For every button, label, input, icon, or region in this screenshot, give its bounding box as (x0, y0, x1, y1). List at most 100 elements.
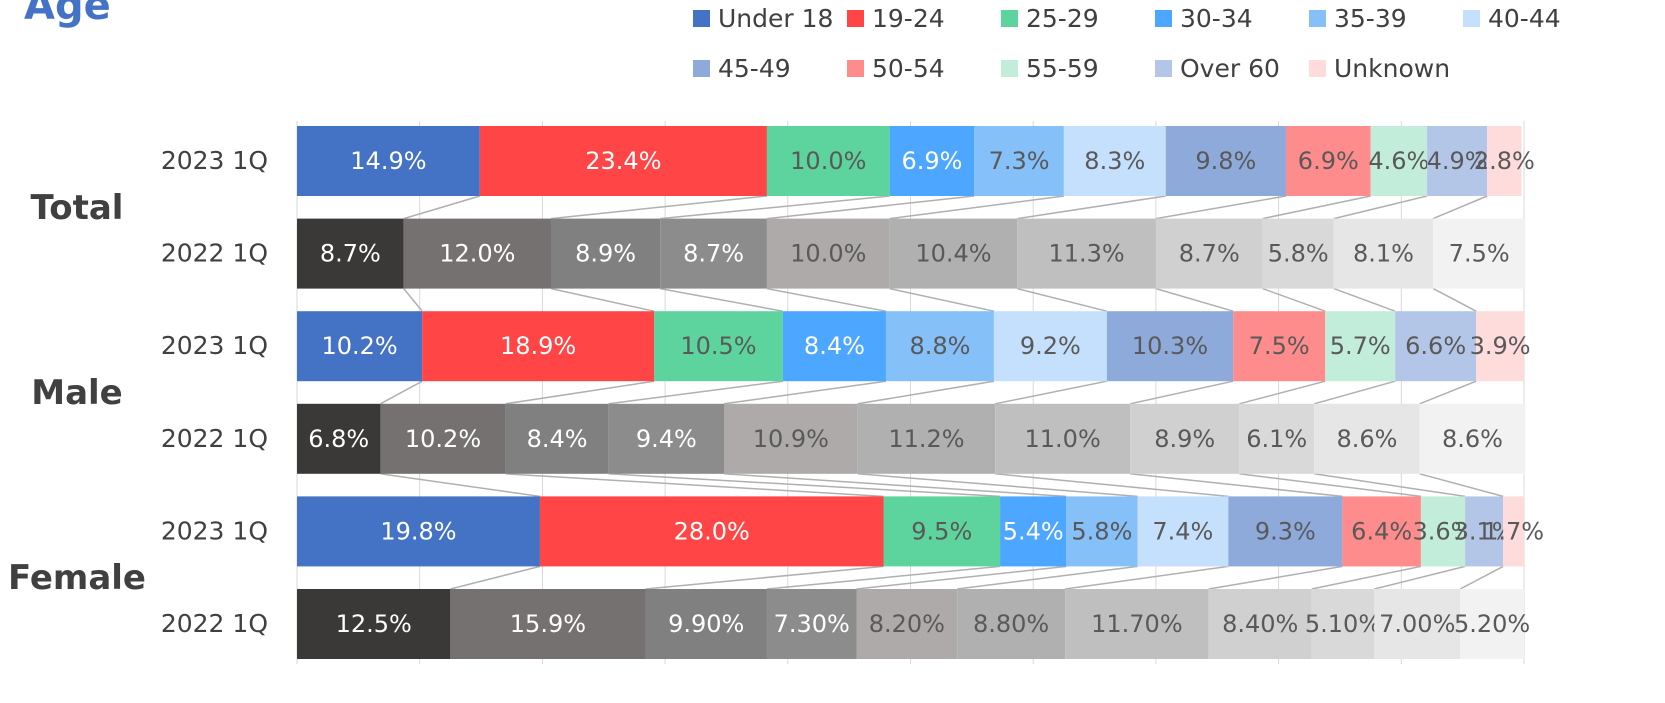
legend-label: 50-54 (872, 54, 945, 83)
bar-segment (1285, 126, 1371, 196)
connector (608, 473, 1001, 498)
value-label: 6.4% (1351, 517, 1412, 545)
connector (1017, 287, 1108, 312)
bar-segment (645, 589, 767, 659)
bar-segment (479, 126, 767, 196)
connector (1311, 565, 1422, 590)
bar-segment (422, 311, 655, 382)
value-label: 5.10% (1305, 610, 1381, 638)
value-label: 10.0% (790, 147, 866, 175)
value-label: 2.8% (1474, 147, 1535, 175)
value-label: 8.8% (909, 332, 970, 360)
legend-swatch (1309, 60, 1326, 77)
connector (660, 287, 784, 312)
connector (1130, 473, 1343, 498)
connector (1333, 195, 1428, 220)
value-label: 8.1% (1353, 240, 1414, 268)
legend-label: 25-29 (1026, 4, 1099, 33)
bar-segment (297, 311, 423, 382)
legend-swatch (1155, 60, 1172, 77)
bar-segment (1433, 218, 1526, 289)
connector (1419, 473, 1504, 498)
bar-segment (974, 126, 1064, 196)
bar-segment (380, 403, 506, 474)
value-label: 10.3% (1132, 332, 1208, 360)
value-label: 9.4% (636, 425, 697, 453)
bar-segment (1503, 496, 1524, 567)
bar-segment (608, 403, 724, 474)
value-label: 8.6% (1442, 425, 1503, 453)
bar-segment (1374, 589, 1461, 659)
connector (645, 565, 884, 590)
legend-swatch (1309, 10, 1326, 27)
value-label: 8.40% (1222, 610, 1298, 638)
bar-segment (1000, 496, 1067, 567)
legend-label: 19-24 (872, 4, 945, 33)
bar-segment (505, 403, 609, 474)
connector (766, 195, 975, 220)
connector (450, 565, 541, 590)
legend-label: Under 18 (718, 4, 833, 33)
bar-segment (1155, 218, 1263, 289)
connector (380, 473, 541, 498)
connector (1155, 195, 1287, 220)
connector (608, 380, 783, 405)
value-label: 5.8% (1268, 240, 1329, 268)
bar-segment (1262, 218, 1334, 289)
legend-swatch (1001, 60, 1018, 77)
value-label: 10.2% (321, 332, 397, 360)
connector (995, 473, 1229, 498)
bar-segment (1460, 589, 1524, 659)
bar-segment (1106, 311, 1234, 382)
bar-segment (889, 218, 1018, 289)
legend-label: 35-39 (1334, 4, 1407, 33)
bar-segment (883, 496, 1001, 567)
value-label: 7.5% (1249, 332, 1310, 360)
bar-segment (957, 589, 1066, 659)
connector (1432, 195, 1488, 220)
value-label: 5.20% (1454, 610, 1530, 638)
connector (1239, 380, 1326, 405)
bar-segment (766, 126, 890, 196)
value-label: 6.6% (1405, 332, 1466, 360)
value-label: 10.9% (753, 425, 829, 453)
legend-label: Over 60 (1180, 54, 1280, 83)
legend-swatch (847, 10, 864, 27)
legend-swatch (847, 60, 864, 77)
value-label: 8.80% (973, 610, 1049, 638)
value-label: 8.9% (575, 240, 636, 268)
value-label: 1.7% (1483, 517, 1544, 545)
bar-segment (889, 126, 975, 196)
legend-swatch (1463, 10, 1480, 27)
bar-segment (856, 589, 958, 659)
connector (723, 380, 887, 405)
value-label: 7.30% (774, 610, 850, 638)
bar-segment (1465, 496, 1504, 567)
value-label: 10.4% (915, 240, 991, 268)
connector (723, 473, 1067, 498)
connector (1432, 287, 1477, 312)
value-label: 8.4% (527, 425, 588, 453)
row-label: 2023 1Q (161, 331, 268, 360)
legend-swatch (693, 10, 710, 27)
bar-segment (766, 218, 890, 289)
value-label: 6.1% (1246, 425, 1307, 453)
bar-segment (1228, 496, 1343, 567)
bar-segment (723, 403, 858, 474)
connector (505, 473, 884, 498)
bar-segment (857, 403, 996, 474)
value-label: 8.7% (683, 240, 744, 268)
bar-segment (993, 311, 1107, 382)
bar-segment (1233, 311, 1326, 382)
bar-segment (1420, 496, 1466, 567)
bar-segment (1370, 126, 1428, 196)
bar-segment (1239, 403, 1315, 474)
bar-segment (1311, 589, 1375, 659)
bar-segment (403, 218, 551, 289)
bar-segment (450, 589, 646, 659)
value-label: 11.3% (1048, 240, 1124, 268)
value-label: 5.8% (1071, 517, 1132, 545)
bar-segment (297, 496, 540, 567)
value-label: 6.9% (901, 147, 962, 175)
